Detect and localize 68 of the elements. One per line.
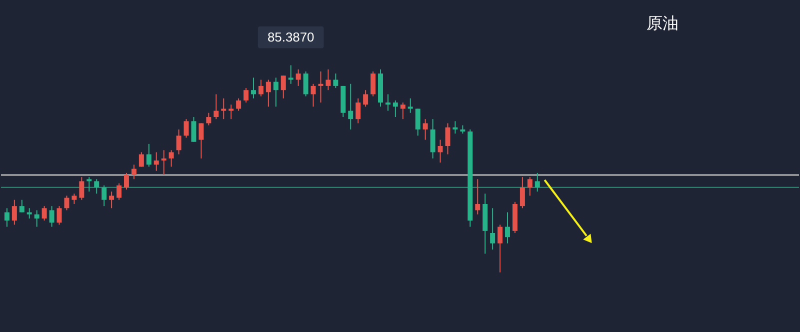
candlestick — [244, 88, 249, 104]
candlestick — [445, 122, 450, 155]
candlestick — [146, 143, 152, 168]
candlestick — [228, 104, 234, 120]
candlestick — [505, 212, 510, 244]
candlestick — [400, 102, 406, 120]
candlestick — [176, 128, 182, 155]
candlestick — [363, 90, 368, 108]
candlestick — [131, 164, 136, 180]
candlestick — [34, 210, 40, 228]
candlestick — [221, 98, 226, 120]
candlestick — [452, 120, 458, 134]
candlestick — [430, 118, 436, 159]
candlestick — [475, 178, 480, 215]
candlestick — [296, 68, 301, 86]
candlestick — [214, 94, 219, 120]
candlestick — [102, 184, 107, 207]
candlestick — [198, 122, 204, 159]
candlestick — [333, 73, 338, 89]
candlestick — [438, 139, 443, 164]
candlestick — [184, 118, 189, 138]
candlestick — [415, 108, 420, 136]
candlestick — [288, 64, 294, 84]
candlestick — [161, 150, 166, 176]
candlestick — [109, 191, 114, 209]
candlestick — [236, 98, 242, 112]
candlestick — [138, 152, 144, 168]
candlestick — [72, 193, 77, 205]
candlestick — [392, 100, 398, 118]
candlestick — [116, 182, 122, 200]
candlestick — [26, 208, 32, 220]
candlestick — [520, 176, 525, 209]
candlestick — [42, 206, 47, 222]
candlestick — [258, 79, 264, 97]
candlestick — [56, 206, 62, 226]
candlestick — [490, 208, 496, 250]
candlestick — [348, 83, 354, 130]
candlestick — [422, 118, 428, 140]
candlestick — [280, 75, 286, 99]
candlestick — [64, 195, 70, 211]
candlestick — [206, 112, 212, 126]
candlestick — [527, 176, 532, 196]
candlestick — [19, 199, 24, 213]
candlestick — [79, 176, 84, 200]
candlestick — [326, 68, 331, 91]
candlestick — [370, 70, 376, 97]
candlestick — [154, 152, 159, 172]
candlestick — [191, 116, 196, 142]
candlestick — [273, 77, 278, 108]
candlestick — [94, 178, 100, 194]
candlestick — [251, 77, 256, 99]
candlestick — [4, 208, 10, 228]
candlestick — [49, 206, 54, 228]
candlestick — [356, 98, 361, 124]
candlestick — [385, 94, 390, 112]
candlestick — [12, 199, 17, 226]
candlestick — [318, 70, 324, 104]
candlestick — [303, 70, 308, 97]
candlestick — [168, 150, 174, 168]
candlestick — [408, 98, 413, 114]
candlestick — [534, 172, 540, 192]
candlestick — [266, 79, 271, 108]
candlestick — [124, 172, 129, 190]
text: 原油 — [646, 13, 678, 32]
candlestick — [498, 224, 503, 273]
candlestick — [310, 83, 316, 108]
candlestick — [86, 176, 92, 192]
annotation: 85.3870 — [267, 29, 314, 44]
